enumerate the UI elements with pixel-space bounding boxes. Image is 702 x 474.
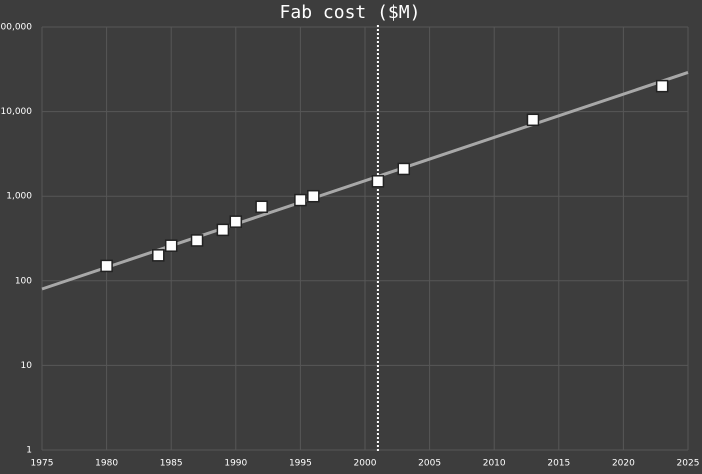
point — [100, 259, 113, 273]
point — [655, 79, 669, 93]
x-tick-label: 1995 — [289, 459, 312, 469]
point — [294, 193, 307, 207]
x-tick-label: 2025 — [677, 459, 700, 469]
x-tick-label: 1990 — [224, 459, 247, 469]
y-tick-label: 100 — [15, 276, 32, 286]
x-tick-label: 1975 — [31, 459, 54, 469]
y-tick-label: 10,000 — [1, 107, 33, 117]
x-tick-label: 2015 — [547, 459, 570, 469]
x-tick-label: 1985 — [160, 459, 183, 469]
x-tick-label: 2010 — [483, 459, 506, 469]
point — [397, 162, 411, 176]
y-tick-label: 100,000 — [0, 23, 32, 33]
y-tick-label: 1,000 — [6, 192, 32, 202]
point — [526, 113, 540, 127]
point — [152, 249, 165, 262]
point — [190, 234, 204, 247]
point — [164, 239, 178, 252]
point — [307, 189, 320, 203]
point — [216, 223, 230, 237]
point — [229, 215, 243, 228]
y-tick-label: 10 — [21, 361, 33, 371]
chart-title: Fab cost ($M) — [280, 2, 421, 23]
trend-line — [41, 71, 689, 291]
point — [371, 175, 385, 188]
x-tick-label: 2000 — [354, 459, 377, 469]
point — [255, 200, 268, 214]
y-tick-label: 1 — [26, 446, 32, 456]
x-tick-label: 1980 — [95, 459, 118, 469]
x-tick-label: 2005 — [418, 459, 441, 469]
x-tick-label: 2020 — [612, 459, 635, 469]
